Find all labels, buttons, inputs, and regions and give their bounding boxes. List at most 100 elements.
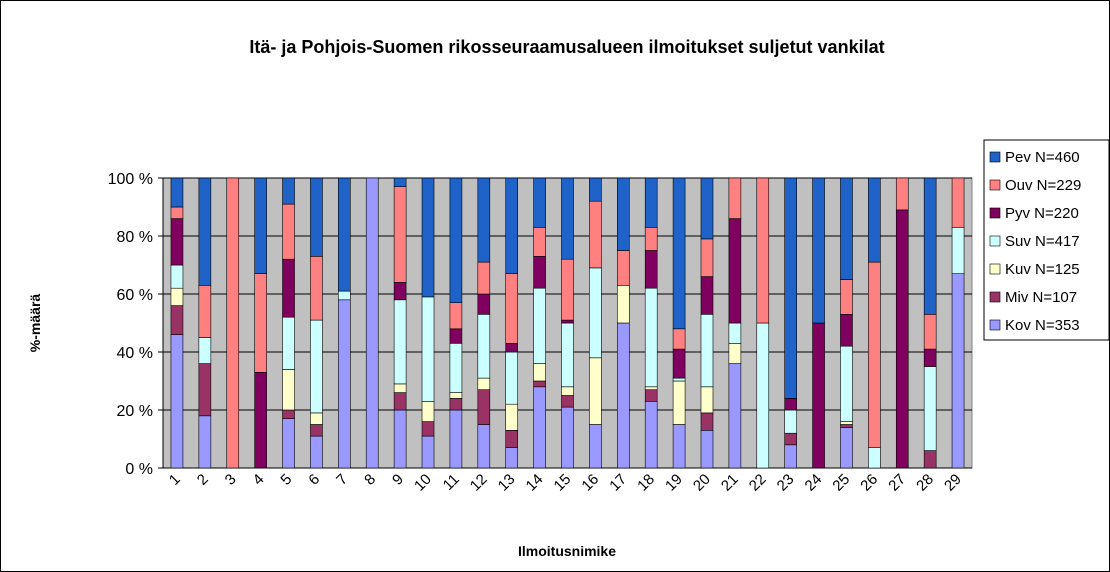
bar-segment <box>421 435 435 469</box>
bar-segment <box>393 299 407 385</box>
bar-segment <box>477 261 491 295</box>
bar-segment <box>840 424 853 428</box>
bar-segment <box>393 392 407 411</box>
legend-swatch <box>989 151 1001 163</box>
x-tick-label: 4 <box>250 471 268 489</box>
x-tick-label: 21 <box>718 471 742 495</box>
bar-segment <box>672 177 686 330</box>
legend-label: Pyv N=220 <box>1005 205 1079 222</box>
x-tick-label: 27 <box>885 471 909 495</box>
bar-segment <box>784 432 797 446</box>
bar-segment <box>449 177 463 303</box>
x-tick-label: 16 <box>578 471 602 495</box>
bar-segment <box>338 299 351 469</box>
bar-segment <box>421 296 435 402</box>
y-tick-label: 0 % <box>125 461 153 478</box>
bar-segment <box>616 322 630 469</box>
bar-segment <box>338 290 351 301</box>
bar-segment <box>282 258 295 318</box>
bar-segment <box>672 348 686 379</box>
bar-segment <box>533 227 546 257</box>
bar-segment <box>449 328 463 344</box>
bar-segment <box>198 177 212 286</box>
x-tick-label: 2 <box>194 471 212 489</box>
bar-segment <box>644 177 658 228</box>
bar-segment <box>672 377 686 382</box>
legend-swatch <box>989 263 1001 275</box>
legend-swatch <box>989 235 1001 247</box>
bar-segment <box>254 177 267 274</box>
bar-segment <box>226 177 240 469</box>
x-tick-label: 28 <box>913 471 937 495</box>
x-tick-label: 20 <box>690 471 714 495</box>
y-tick-label: 80 % <box>117 229 153 246</box>
bar-segment <box>895 209 909 469</box>
legend-label: Kov N=353 <box>1005 317 1080 334</box>
bar-segment <box>505 403 519 431</box>
bar-segment <box>393 186 407 283</box>
bar-segment <box>923 366 937 451</box>
bar-segment <box>951 273 965 469</box>
bar-segment <box>310 424 323 437</box>
bar-segment <box>282 369 295 411</box>
y-tick-label: 60 % <box>117 287 153 304</box>
bar-segment <box>644 250 658 289</box>
bar-segment <box>310 435 323 469</box>
bar-segment <box>254 371 267 469</box>
bar-segment <box>923 348 937 367</box>
bar-segment <box>700 386 714 414</box>
x-tick-label: 15 <box>551 471 575 495</box>
bar-segment <box>449 342 463 393</box>
bar-segment <box>784 398 797 411</box>
bar-segment <box>784 177 797 399</box>
bar-segment <box>644 287 658 388</box>
y-tick-label: 20 % <box>117 403 153 420</box>
bar-segment <box>505 429 519 448</box>
bar-segment <box>589 357 602 425</box>
x-tick-label: 10 <box>411 471 435 495</box>
bar-segment <box>728 322 742 344</box>
bar-segment <box>477 389 491 425</box>
bar-segment <box>533 363 546 382</box>
bar-segment <box>393 409 407 469</box>
bar-segment <box>868 261 881 449</box>
bar-segment <box>254 273 267 373</box>
x-tick-label: 1 <box>166 471 184 489</box>
bar-segment <box>756 322 770 469</box>
bar-segment <box>616 250 630 286</box>
bar-segment <box>533 255 546 289</box>
bar-segment <box>561 258 574 321</box>
x-tick-label: 9 <box>389 471 407 489</box>
bar-segment <box>393 177 407 187</box>
bar-segment <box>561 395 574 408</box>
bar-segment <box>505 177 519 274</box>
bar-segment <box>170 264 184 289</box>
bar-segment <box>700 177 714 240</box>
bar-segment <box>449 409 463 469</box>
bar-segment <box>728 177 742 219</box>
legend-swatch <box>989 207 1001 219</box>
bar-segment <box>561 319 574 324</box>
x-tick-label: 23 <box>774 471 798 495</box>
bar-segment <box>505 351 519 405</box>
x-axis-label: Ilmoitusnimike <box>518 543 616 559</box>
bar-segment <box>728 218 742 324</box>
y-axis-label: %-määrä <box>27 294 43 353</box>
bar-segment <box>170 305 184 335</box>
bar-segment <box>533 177 546 228</box>
bar-segment <box>310 177 323 257</box>
x-tick-label: 12 <box>467 471 491 495</box>
bar-segment <box>198 337 212 364</box>
bar-segment <box>477 313 491 379</box>
bar-segment <box>812 322 825 469</box>
legend-box <box>983 139 1110 341</box>
bar-segment <box>923 313 937 350</box>
legend-swatch <box>989 291 1001 303</box>
x-tick-label: 3 <box>222 471 240 489</box>
bar-segment <box>421 400 435 422</box>
bar-segment <box>840 313 853 347</box>
bar-segment <box>700 429 714 469</box>
x-tick-label: 25 <box>829 471 853 495</box>
y-tick-label: 100 % <box>108 171 153 188</box>
bar-segment <box>533 386 546 469</box>
